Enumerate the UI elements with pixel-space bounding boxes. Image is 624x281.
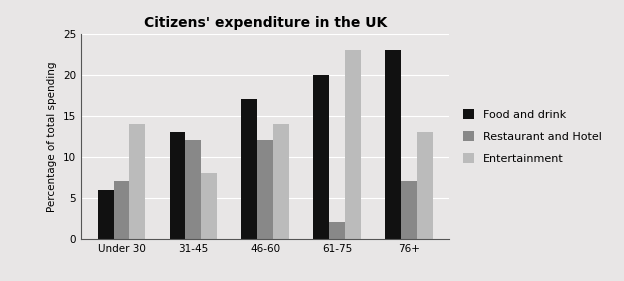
Bar	[345, 50, 361, 239]
Bar	[273, 124, 289, 239]
Y-axis label: Percentage of total spending: Percentage of total spending	[47, 61, 57, 212]
Bar	[313, 75, 329, 239]
Bar	[385, 50, 401, 239]
Bar	[257, 140, 273, 239]
Bar	[170, 132, 185, 239]
Legend: Food and drink, Restaurant and Hotel, Entertainment: Food and drink, Restaurant and Hotel, En…	[459, 105, 607, 168]
Bar	[129, 124, 145, 239]
Bar	[417, 132, 432, 239]
Title: Citizens' expenditure in the UK: Citizens' expenditure in the UK	[144, 16, 387, 30]
Bar	[329, 223, 345, 239]
Bar	[98, 190, 114, 239]
Bar	[185, 140, 202, 239]
Bar	[114, 182, 129, 239]
Bar	[241, 99, 257, 239]
Bar	[202, 173, 217, 239]
Bar	[401, 182, 417, 239]
